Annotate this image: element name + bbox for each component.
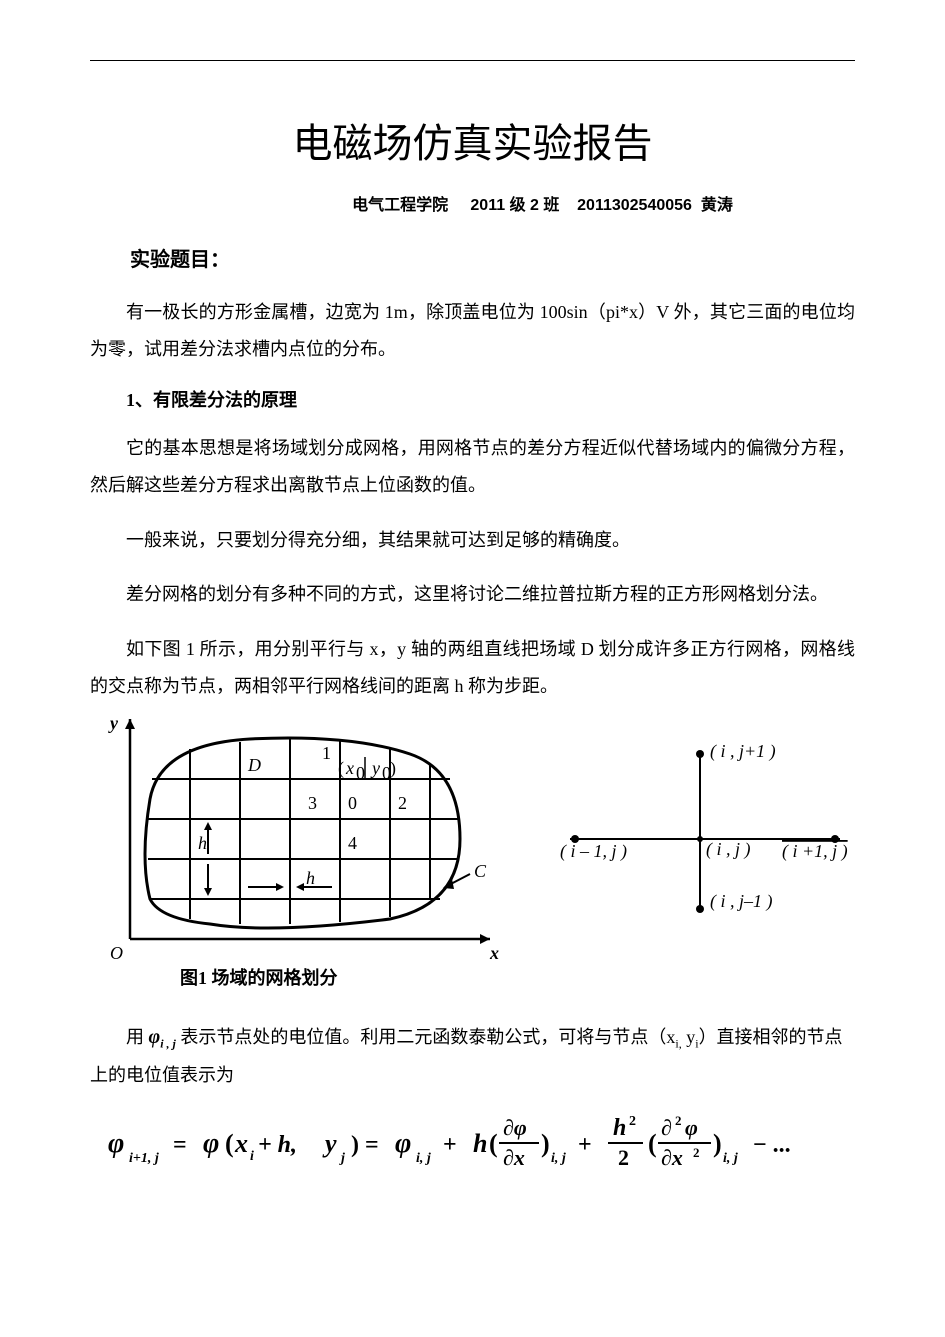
svg-text:2: 2: [675, 1113, 682, 1128]
node-right: ( i +1, j ): [782, 841, 848, 862]
stencil-3: 3: [308, 793, 317, 813]
paragraph-5: 如下图 1 所示，用分别平行与 x，y 轴的两组直线把场域 D 划分成许多正方行…: [90, 631, 855, 705]
doc-title: 电磁场仿真实验报告: [90, 111, 855, 169]
svg-text:∂: ∂: [661, 1115, 672, 1140]
svg-text:φ: φ: [395, 1128, 411, 1159]
stencil-1b: 1: [322, 743, 331, 763]
figure-1-caption: 图1 场域的网格划分: [180, 967, 338, 988]
svg-text:j: j: [339, 1151, 345, 1166]
paragraph-6: 用 φi , j 表示节点处的电位值。利用二元函数泰勒公式，可将与节点（xi, …: [90, 1017, 855, 1093]
svg-text:i, j: i, j: [416, 1151, 431, 1166]
phi-sub: i , j: [160, 1037, 176, 1051]
svg-text:(: (: [225, 1129, 234, 1158]
svg-text:+: +: [578, 1132, 592, 1158]
formula-1: φ i+1, j = φ ( x i + h, y j ) = φ i, j +…: [90, 1107, 855, 1182]
svg-text:∂φ: ∂φ: [503, 1115, 527, 1140]
axis-x-label: x: [489, 943, 499, 963]
paragraph-1: 有一极长的方形金属槽，边宽为 1m，除顶盖电位为 100sin（pi*x）V 外…: [90, 294, 855, 368]
svg-text:(: (: [489, 1129, 498, 1158]
svg-text:∂x: ∂x: [503, 1145, 525, 1170]
svg-text:x: x: [234, 1129, 248, 1158]
p6-post: 表示节点处的电位值。利用二元函数泰勒公式，可将与节点（x: [176, 1027, 676, 1047]
svg-text:h: h: [613, 1115, 626, 1141]
svg-text:i, j: i, j: [551, 1151, 566, 1166]
figure-row: y x O D ( x 0 y 0 ): [90, 709, 855, 989]
byline-id: 2011302540056: [577, 197, 692, 214]
section-heading: 实验题目：: [90, 243, 855, 272]
x0-label: x: [345, 758, 354, 778]
paragraph-3: 一般来说，只要划分得充分细，其结果就可达到足够的精确度。: [90, 522, 855, 559]
node-left: ( i – 1, j ): [560, 841, 627, 862]
phi-symbol: φ: [149, 1026, 161, 1048]
svg-text:y: y: [322, 1129, 337, 1158]
svg-text:2: 2: [629, 1114, 636, 1129]
page: 电磁场仿真实验报告 电气工程学院 2011 级 2 班 201130254005…: [0, 0, 945, 1337]
origin-label: O: [110, 943, 123, 963]
h-horiz: h: [306, 868, 315, 888]
stencil-4: 4: [348, 833, 357, 853]
axis-y-label: y: [108, 713, 119, 733]
svg-text:2: 2: [618, 1145, 629, 1170]
C-label: C: [474, 861, 487, 881]
top-rule: [90, 60, 855, 61]
figure-stencil: ( i , j+1 ) ( i – 1, j ) ( i , j ) ( i +…: [550, 729, 850, 939]
svg-text:): ): [541, 1129, 550, 1158]
svg-text:∂x: ∂x: [661, 1145, 683, 1170]
svg-text:(: (: [338, 758, 344, 779]
svg-text:+ h,: + h,: [258, 1132, 297, 1158]
y0-label: y: [370, 758, 380, 778]
svg-text:2: 2: [693, 1145, 700, 1160]
svg-text:i: i: [250, 1149, 254, 1164]
svg-text:) =: ) =: [351, 1132, 379, 1158]
p6-pre: 用: [126, 1027, 149, 1047]
node-top: ( i , j+1 ): [710, 741, 776, 762]
svg-text:=: =: [173, 1132, 187, 1158]
byline-name: 黄涛: [701, 197, 733, 214]
svg-text:+: +: [443, 1132, 457, 1158]
svg-text:): ): [390, 758, 396, 779]
svg-text:φ: φ: [108, 1128, 124, 1159]
byline-class: 2011 级 2 班: [470, 197, 559, 214]
svg-text:h: h: [473, 1129, 487, 1158]
paragraph-2: 它的基本思想是将场域划分成网格，用网格节点的差分方程近似代替场域内的偏微分方程，…: [90, 430, 855, 504]
stencil-2: 2: [398, 793, 407, 813]
h-vert: h: [198, 833, 207, 853]
stencil-0: 0: [348, 793, 357, 813]
svg-text:(: (: [648, 1129, 657, 1158]
byline-dept: 电气工程学院: [352, 197, 448, 214]
svg-text:): ): [713, 1129, 722, 1158]
node-bottom: ( i , j–1 ): [710, 891, 773, 912]
paragraph-4: 差分网格的划分有多种不同的方式，这里将讨论二维拉普拉斯方程的正方形网格划分法。: [90, 576, 855, 613]
svg-text:i, j: i, j: [723, 1151, 738, 1166]
figure-1-domain: y x O D ( x 0 y 0 ): [90, 709, 510, 989]
D-label: D: [247, 755, 261, 775]
p6-after-xi: y: [682, 1027, 696, 1047]
svg-text:− ...: − ...: [753, 1132, 791, 1158]
svg-text:i+1, j: i+1, j: [129, 1151, 159, 1166]
svg-text:φ: φ: [685, 1115, 698, 1140]
x0-sub: 0: [356, 763, 365, 783]
subheading-1: 1、有限差分法的原理: [90, 386, 855, 412]
svg-text:φ: φ: [203, 1128, 219, 1159]
byline: 电气工程学院 2011 级 2 班 2011302540056 黄涛: [90, 191, 855, 215]
node-center: ( i , j ): [706, 839, 751, 860]
